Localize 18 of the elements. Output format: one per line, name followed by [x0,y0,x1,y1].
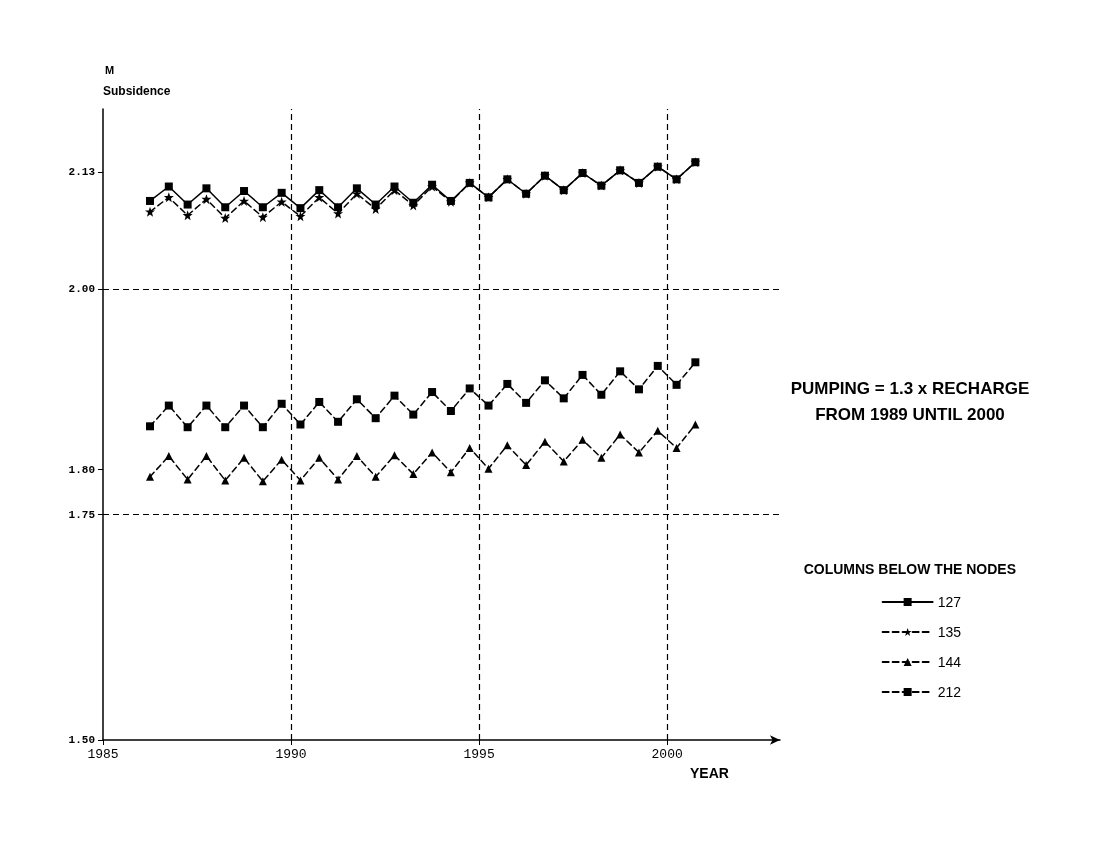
text: PUMPING = 1.3 x RECHARGE FROM 1989 UNTIL 2000 [790,378,1030,424]
legend-label: 212 [937,684,962,700]
x-tick-label: 1995 [463,747,495,762]
x-tick-label: 1990 [275,747,307,762]
y-tick-label: 2.13 [68,166,96,179]
x-tick-label: 2000 [651,747,683,762]
x-axis-title: YEAR [690,765,729,781]
text: M [105,64,115,76]
y-tick-label: 1.75 [68,508,96,521]
legend-title: COLUMNS BELOW THE NODES [803,561,1017,577]
legend-label: 135 [937,624,962,640]
legend-label: 144 [937,654,962,670]
legend-label: 127 [937,594,962,610]
y-tick-label: 1.50 [68,734,95,746]
y-tick-label: 1.80 [68,463,95,476]
x-tick-label: 1985 [87,747,119,762]
y-tick-label: 2.00 [68,283,95,296]
y-axis-title: Subsidence [103,84,171,98]
